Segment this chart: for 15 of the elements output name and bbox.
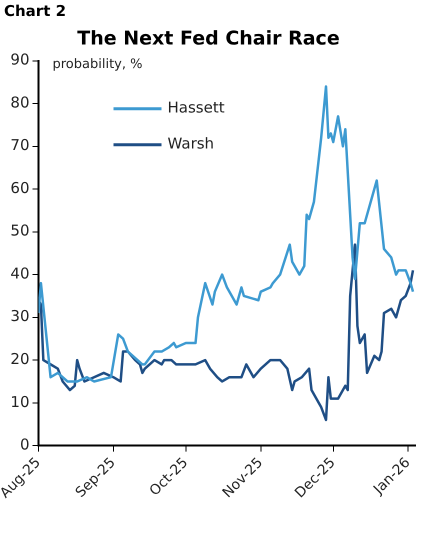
y-tick-label: 90	[10, 50, 30, 69]
y-tick-label: 0	[20, 436, 30, 454]
y-tick-label: 50	[10, 222, 30, 240]
y-tick-label: 80	[10, 93, 30, 112]
y-tick-label: 60	[10, 178, 30, 197]
chart-title: The Next Fed Chair Race	[77, 27, 340, 50]
y-tick-label: 10	[10, 392, 30, 411]
legend-label: Hassett	[168, 98, 225, 117]
y-tick-label: 40	[10, 264, 30, 282]
y-tick-label: 30	[10, 307, 30, 326]
y-tick-label: 70	[10, 136, 30, 154]
y-axis-title: probability, %	[52, 57, 142, 72]
y-tick-label: 20	[10, 350, 30, 368]
caption: Chart 2	[4, 2, 66, 20]
legend-label: Warsh	[168, 134, 214, 153]
